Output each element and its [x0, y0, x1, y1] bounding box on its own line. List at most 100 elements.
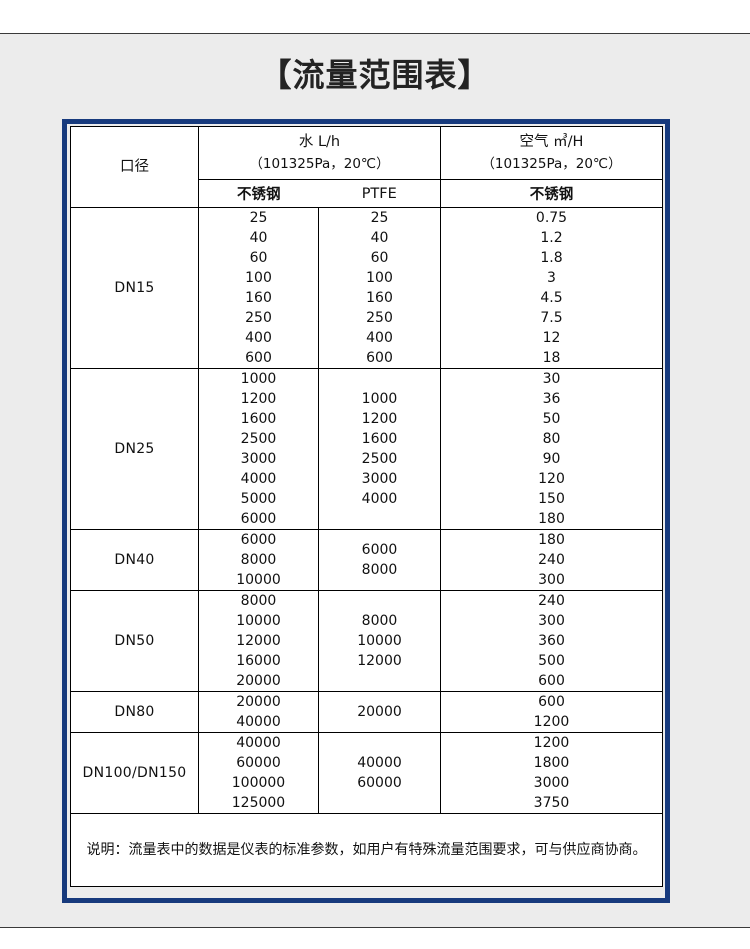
table-row: DN15 25 40 60 100 160 250 400 600 25 40 60 100 160 250…	[70, 207, 663, 369]
value-cell-item: 10000	[236, 572, 281, 588]
value-cell-item: 7.5	[540, 310, 563, 326]
cell-water-stainless: 8000 10000 12000 16000 20000	[198, 590, 319, 692]
value-cell-item: 240	[538, 593, 565, 609]
cell-water-ptfe: 40000 60000	[318, 732, 441, 814]
value-cell-item: 500	[538, 653, 565, 669]
value-cell-item: 300	[538, 613, 565, 629]
value-cell-item: 600	[538, 673, 565, 689]
value-cell-item: 4000	[361, 491, 398, 507]
value-cell-item: 8000	[361, 613, 398, 629]
value-cell-item: 1000	[361, 391, 398, 407]
table-note-row: 说明：流量表中的数据是仪表的标准参数，如用户有特殊流量范围要求，可与供应商协商。	[70, 813, 663, 887]
value-cell-item: 0.75	[535, 210, 568, 226]
value-cell-item: 40000	[236, 714, 281, 730]
row-label-diameter: DN15	[70, 207, 199, 369]
value-cell-item: 40000	[357, 755, 402, 771]
value-cell-item: 3	[547, 270, 556, 286]
cell-air-stainless: 1200 1800 3000 3750	[440, 732, 663, 814]
cell-water-stainless: 40000 60000 100000 125000	[198, 732, 319, 814]
cell-water-stainless: 6000 8000 10000	[198, 529, 319, 591]
value-cell-item: 250	[366, 310, 393, 326]
flow-range-table-body: 口径 水 L/h （101325Pa，20℃） 空气 ㎥/H （101325Pa，20℃…	[70, 126, 663, 887]
header-water-line2: （101325Pa，20℃）	[249, 155, 390, 172]
cell-air-stainless: 30 36 50 80 90 120 150 180	[440, 368, 663, 530]
value-cell-item: 1.2	[540, 230, 563, 246]
value-cell-item: 80	[542, 431, 561, 447]
value-cell-item: 1200	[533, 714, 570, 730]
value-cell-item: 8000	[240, 593, 277, 609]
value-cell-item: 1600	[361, 431, 398, 447]
value-cell-item: 240	[538, 552, 565, 568]
value-cell-item: 10000	[236, 613, 281, 629]
cell-water-ptfe: 6000 8000	[318, 529, 441, 591]
value-cell-item: 20000	[357, 704, 402, 720]
value-cell-item: 300	[538, 572, 565, 588]
value-cell-item: 100000	[231, 775, 286, 791]
subheader-stainless-air: 不锈钢	[440, 179, 663, 208]
value-cell-item: 160	[245, 290, 272, 306]
table-subheader-row: 不锈钢 PTFE 不锈钢	[71, 179, 663, 208]
header-air: 空气 ㎥/H （101325Pa，20℃）	[440, 126, 663, 180]
value-cell-item: 40	[370, 230, 389, 246]
value-cell-item: 5000	[240, 491, 277, 507]
row-label-diameter: DN100/DN150	[70, 732, 199, 814]
table-row: DN100/DN150 40000 60000 100000 125000 40000 60…	[70, 732, 663, 814]
page-title: 【流量范围表】	[259, 56, 491, 94]
value-cell-item: 120	[538, 471, 565, 487]
value-cell-item: 125000	[231, 795, 286, 811]
cell-water-stainless: 20000 40000	[198, 691, 319, 733]
row-label-diameter: DN80	[70, 691, 199, 733]
value-cell-item: 50	[542, 411, 561, 427]
value-cell-item: 250	[245, 310, 272, 326]
value-cell-item: 150	[538, 491, 565, 507]
value-cell-item: 6000	[240, 511, 277, 527]
header-water: 水 L/h （101325Pa，20℃）	[198, 126, 441, 180]
value-cell-item: 10000	[357, 633, 402, 649]
value-cell-item: 1200	[533, 735, 570, 751]
table-row: DN25 1000 1200 1600 2500 3000 4000 5000 6000 1000…	[70, 368, 663, 530]
row-label-diameter: DN25	[70, 368, 199, 530]
table-header-row: 口径 水 L/h （101325Pa，20℃） 空气 ㎥/H （101325Pa，20℃…	[70, 126, 663, 208]
value-cell-item: 100	[366, 270, 393, 286]
table-note: 说明：流量表中的数据是仪表的标准参数，如用户有特殊流量范围要求，可与供应商协商。	[70, 813, 663, 887]
value-cell-item: 600	[366, 350, 393, 366]
cell-water-stainless: 1000 1200 1600 2500 3000 4000 5000 6000	[198, 368, 319, 530]
value-cell-item: 3750	[533, 795, 570, 811]
cell-water-ptfe: 1000 1200 1600 2500 3000 4000	[318, 368, 441, 530]
value-cell-item: 1800	[533, 755, 570, 771]
flow-range-table: 口径 水 L/h （101325Pa，20℃） 空气 ㎥/H （101325Pa，20℃…	[70, 126, 663, 887]
subheader-stainless-water: 不锈钢	[198, 179, 319, 208]
value-cell-item: 18	[542, 350, 561, 366]
value-cell-item: 6000	[361, 542, 398, 558]
value-cell-item: 1200	[361, 411, 398, 427]
subheader-ptfe: PTFE	[318, 179, 441, 208]
value-cell-item: 30	[542, 371, 561, 387]
value-cell-item: 2500	[361, 451, 398, 467]
value-cell-item: 1000	[240, 371, 277, 387]
value-cell-item: 20000	[236, 694, 281, 710]
cell-air-stainless: 0.75 1.2 1.8 3 4.5 7.5 12 18	[440, 207, 663, 369]
value-cell-item: 2500	[240, 431, 277, 447]
value-cell-item: 36	[542, 391, 561, 407]
value-cell-item: 4000	[240, 471, 277, 487]
value-cell-item: 180	[538, 511, 565, 527]
value-cell-item: 60000	[357, 775, 402, 791]
value-cell-item: 160	[366, 290, 393, 306]
table-frame-inner: 口径 水 L/h （101325Pa，20℃） 空气 ㎥/H （101325Pa，20℃…	[67, 124, 665, 898]
value-cell-item: 60	[370, 250, 389, 266]
row-label-diameter: DN50	[70, 590, 199, 692]
value-cell-item: 1.8	[540, 250, 563, 266]
value-cell-item: 1200	[240, 391, 277, 407]
cell-water-ptfe: 8000 10000 12000	[318, 590, 441, 692]
header-diameter: 口径	[70, 126, 199, 208]
value-cell-item: 25	[249, 210, 268, 226]
value-cell-item: 3000	[240, 451, 277, 467]
value-cell-item: 400	[245, 330, 272, 346]
cell-water-ptfe: 20000	[318, 691, 441, 733]
value-cell-item: 60000	[236, 755, 281, 771]
table-row: DN50 8000 10000 12000 16000 20000 8000 10000 120…	[70, 590, 663, 692]
table-row: DN40 6000 8000 10000 6000 8000 180 240 300	[70, 529, 663, 591]
value-cell-item: 360	[538, 633, 565, 649]
table-frame: 口径 水 L/h （101325Pa，20℃） 空气 ㎥/H （101325Pa，20℃…	[62, 119, 670, 903]
